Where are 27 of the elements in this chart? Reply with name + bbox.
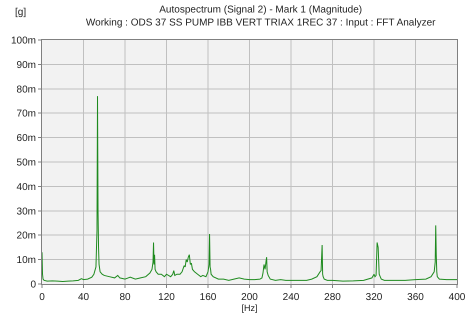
x-tick-label: 400 [448, 292, 466, 303]
y-tick-label: 70m [16, 108, 36, 120]
x-tick-label: 120 [158, 292, 176, 303]
x-tick-label: 280 [324, 292, 342, 303]
y-tick-label: 80m [16, 84, 36, 96]
chart-subtitle: Working : ODS 37 SS PUMP IBB VERT TRIAX 1REC 37 : Input : FFT Analyzer [86, 18, 436, 29]
y-axis-title: [g] [15, 7, 26, 18]
y-tick-label: 90m [16, 60, 36, 71]
y-tick-label: 0 [30, 280, 36, 290]
x-tick-label: 320 [366, 292, 383, 303]
y-tick-label: 40m [16, 182, 36, 193]
x-axis-title: [Hz] [241, 303, 258, 313]
chart-title: Autospectrum (Signal 2) - Mark 1 (Magnitude) [159, 4, 362, 16]
y-tick-label: 60m [16, 133, 36, 144]
x-tick-label: 80 [119, 292, 131, 303]
line-series [42, 96, 457, 282]
x-tick-label: 360 [407, 292, 424, 303]
y-tick-label: 10m [16, 255, 36, 266]
y-tick-label: 30m [16, 206, 36, 218]
x-tick-label: 40 [78, 292, 90, 303]
x-tick-label: 160 [200, 292, 217, 303]
y-tick-label: 100m [10, 36, 36, 46]
x-tick-label: 200 [241, 292, 258, 303]
y-tick-label: 50m [16, 158, 36, 168]
y-tick-label: 20m [16, 230, 36, 242]
x-tick-label: 240 [282, 292, 300, 303]
x-tick-label: 0 [39, 292, 46, 303]
